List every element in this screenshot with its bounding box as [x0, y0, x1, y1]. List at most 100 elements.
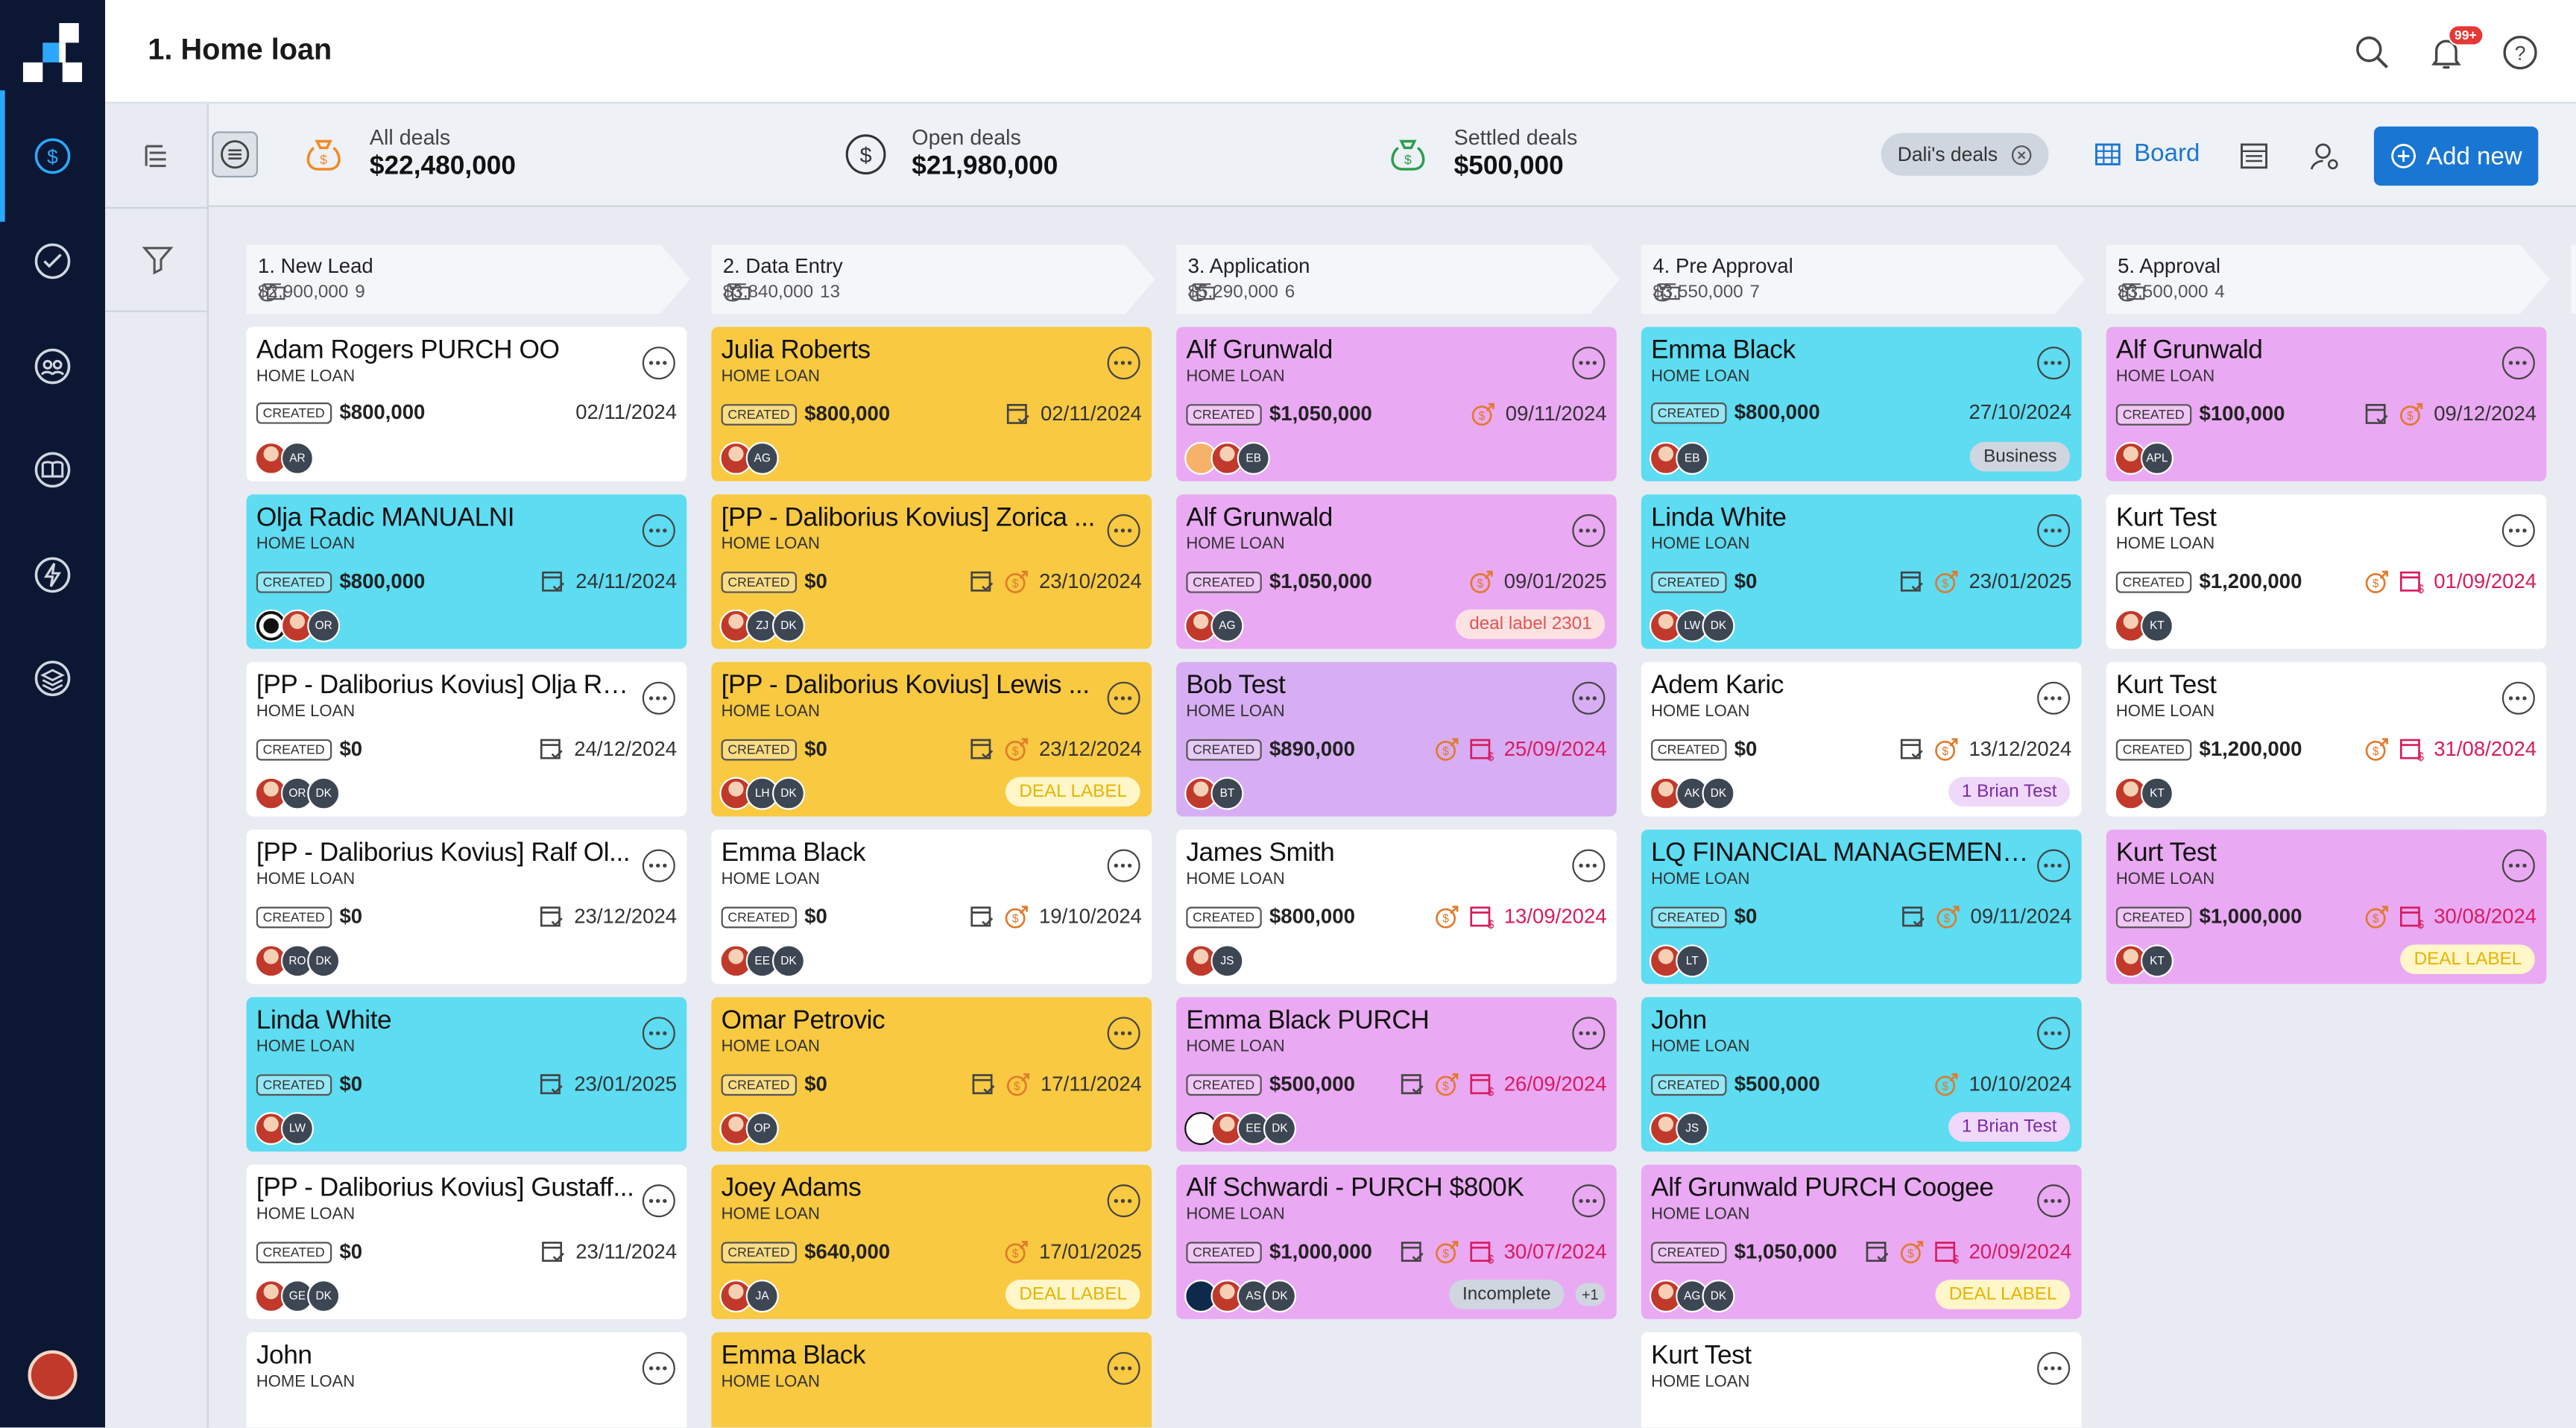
deal-card[interactable]: [PP - Daliborius Kovius] Zorica ... HOME … — [711, 494, 1152, 649]
deal-card[interactable]: Kurt Test HOME LOAN ••• — [1641, 1332, 2082, 1428]
app-logo[interactable] — [22, 22, 83, 83]
deal-card[interactable]: James Smith HOME LOAN ••• CREATED $800,000 $ $… — [1176, 830, 1617, 985]
deal-card[interactable]: Emma Black PURCH HOME LOAN ••• CREATED $500,… — [1176, 996, 1617, 1152]
deal-card[interactable]: Alf Grunwald HOME LOAN ••• CREATED $1,050,00… — [1176, 326, 1617, 481]
nav-automation-icon[interactable] — [33, 555, 72, 595]
deal-card[interactable]: Alf Schwardi - PURCH $800K HOME LOAN ••• CR… — [1176, 1164, 1617, 1319]
add-new-button[interactable]: Add new — [2373, 126, 2539, 186]
more-options-icon[interactable]: ••• — [642, 514, 675, 547]
deal-card[interactable]: Alf Grunwald HOME LOAN ••• CREATED $1,050,00… — [1176, 494, 1617, 649]
board-view-button[interactable]: Board — [2094, 139, 2200, 168]
more-options-icon[interactable]: ••• — [2501, 347, 2535, 380]
deal-card[interactable]: [PP - Daliborius Kovius] Ralf Ol... HOME … — [246, 830, 687, 985]
more-options-icon[interactable]: ••• — [1572, 849, 1606, 882]
status-tag: CREATED — [256, 1073, 332, 1096]
nav-layers-icon[interactable] — [33, 659, 72, 698]
deal-card[interactable]: Linda White HOME LOAN ••• CREATED $0 $23/01/2… — [1641, 494, 2082, 649]
deal-card[interactable]: [PP - Daliborius Kovius] Olja Ra... HOME … — [246, 662, 687, 817]
deal-date-group: $19/10/2024 — [970, 903, 1142, 929]
deal-date: 23/10/2024 — [1038, 569, 1142, 593]
deal-card[interactable]: Olja Radic MANUALNI HOME LOAN ••• CREATED $8… — [246, 494, 687, 649]
search-icon[interactable] — [2352, 33, 2392, 72]
settlement-date-icon: $ — [1936, 1242, 1960, 1265]
deal-card[interactable]: Alf Grunwald PURCH Coogee HOME LOAN ••• CRE… — [1641, 1164, 2082, 1319]
nav-tasks-icon[interactable] — [33, 241, 72, 281]
deal-card[interactable]: Adem Karic HOME LOAN ••• CREATED $0 $13/12/20… — [1641, 662, 2082, 817]
deal-card[interactable]: Linda White HOME LOAN ••• CREATED $0 23/01/20… — [246, 996, 687, 1152]
money-bag-icon — [259, 283, 277, 302]
user-avatar[interactable] — [28, 1350, 78, 1400]
deal-card[interactable]: John HOME LOAN ••• — [246, 1332, 687, 1428]
more-options-icon[interactable]: ••• — [642, 1184, 675, 1218]
deal-card[interactable]: Emma Black HOME LOAN ••• CREATED $800,000 27/… — [1641, 326, 2082, 481]
more-options-icon[interactable]: ••• — [1107, 681, 1140, 715]
more-options-icon[interactable]: ••• — [1572, 681, 1606, 715]
more-options-icon[interactable]: ••• — [642, 849, 675, 882]
user-settings-icon[interactable] — [2308, 139, 2341, 172]
more-options-icon[interactable]: ••• — [2037, 1184, 2071, 1218]
more-options-icon[interactable]: ••• — [1107, 1017, 1140, 1050]
more-options-icon[interactable]: ••• — [1107, 1184, 1140, 1218]
more-options-icon[interactable]: ••• — [2037, 1017, 2071, 1050]
deal-name: [PP - Daliborius Kovius] Zorica ... — [721, 504, 1096, 533]
deal-card[interactable]: Omar Petrovic HOME LOAN ••• CREATED $0 $17/11… — [711, 996, 1152, 1152]
svg-text:$: $ — [1489, 1254, 1495, 1265]
more-options-icon[interactable]: ••• — [1572, 347, 1606, 380]
deal-card[interactable]: Julia Roberts HOME LOAN ••• CREATED $800,000… — [711, 326, 1152, 481]
deal-card[interactable]: Kurt Test HOME LOAN ••• CREATED $1,200,000 $ $… — [2106, 662, 2547, 817]
more-options-icon[interactable]: ••• — [642, 1017, 675, 1050]
settlement-date-icon: $ — [1471, 1074, 1495, 1097]
nav-contacts-icon[interactable] — [33, 347, 72, 386]
more-options-icon[interactable]: ••• — [2501, 681, 2535, 715]
column-name: 4. Pre Approval — [1652, 254, 1793, 278]
more-options-icon[interactable]: ••• — [1572, 514, 1606, 547]
more-options-icon[interactable]: ••• — [1572, 1017, 1606, 1050]
deal-date: 30/07/2024 — [1503, 1240, 1607, 1263]
deal-type: HOME LOAN — [1651, 703, 1750, 721]
deal-card[interactable]: [PP - Daliborius Kovius] Gustaff... HOME … — [246, 1164, 687, 1319]
deal-card[interactable]: Joey Adams HOME LOAN ••• CREATED $640,000 $17… — [711, 1164, 1152, 1319]
deal-card[interactable]: John HOME LOAN ••• CREATED $500,000 $10/10/20… — [1641, 996, 2082, 1152]
more-options-icon[interactable]: ••• — [1107, 514, 1140, 547]
deal-date: 23/11/2024 — [575, 1240, 678, 1263]
nav-library-icon[interactable] — [33, 450, 72, 490]
table-view-icon[interactable] — [2239, 142, 2269, 171]
stat-settled-deals: $ Settled deals $500,000 — [1385, 125, 1577, 183]
deal-name: Alf Grunwald PURCH Coogee — [1651, 1174, 1994, 1203]
menu-toggle-button[interactable] — [212, 131, 259, 178]
more-options-icon[interactable]: ••• — [2037, 514, 2071, 547]
avatar-initials: OP — [745, 1112, 779, 1146]
deal-date-group: $ $30/07/2024 — [1401, 1239, 1607, 1265]
deal-card[interactable]: [PP - Daliborius Kovius] Lewis ... HOME L… — [711, 662, 1152, 817]
more-options-icon[interactable]: ••• — [1107, 849, 1140, 882]
deal-card[interactable]: Bob Test HOME LOAN ••• CREATED $890,000 $ $25/… — [1176, 662, 1617, 817]
more-options-icon[interactable]: ••• — [642, 347, 675, 380]
open-deals-label: Open deals — [912, 124, 1021, 150]
calendar-check-icon — [540, 739, 564, 759]
deal-card[interactable]: Adam Rogers PURCH OO HOME LOAN ••• CREATED $… — [246, 326, 687, 481]
more-options-icon[interactable]: ••• — [2037, 849, 2071, 882]
more-options-icon[interactable]: ••• — [2037, 347, 2071, 380]
filter-chip[interactable]: Dali's deals — [1881, 133, 2049, 176]
more-options-icon[interactable]: ••• — [1107, 1351, 1140, 1386]
deal-card[interactable]: Alf Grunwald HOME LOAN ••• CREATED $100,000 $… — [2106, 326, 2547, 481]
filter-icon[interactable] — [142, 243, 174, 276]
deal-card[interactable]: Kurt Test HOME LOAN ••• CREATED $1,200,000 $ $… — [2106, 494, 2547, 649]
deal-card[interactable]: LQ FINANCIAL MANAGEMENT... HOME LOAN ••• CR… — [1641, 830, 2082, 985]
more-options-icon[interactable]: ••• — [2037, 681, 2071, 715]
more-options-icon[interactable]: ••• — [642, 1351, 675, 1386]
deal-card[interactable]: Emma Black HOME LOAN ••• — [711, 1332, 1152, 1428]
more-options-icon[interactable]: ••• — [1572, 1184, 1606, 1218]
more-options-icon[interactable]: ••• — [2501, 849, 2535, 882]
more-options-icon[interactable]: ••• — [1107, 347, 1140, 380]
deal-card[interactable]: Kurt Test HOME LOAN ••• CREATED $1,000,000 $ $… — [2106, 830, 2547, 985]
more-options-icon[interactable]: ••• — [2037, 1351, 2071, 1386]
clear-filter-icon[interactable] — [2011, 144, 2033, 165]
deal-card[interactable]: Emma Black HOME LOAN ••• CREATED $0 $19/10/20… — [711, 830, 1152, 985]
deal-meta-row: CREATED $0 24/12/2024 — [256, 736, 677, 762]
help-icon[interactable]: ? — [2501, 33, 2540, 72]
list-view-icon[interactable] — [142, 139, 174, 172]
nav-deals-icon[interactable]: $ — [0, 90, 72, 222]
more-options-icon[interactable]: ••• — [2501, 514, 2535, 547]
more-options-icon[interactable]: ••• — [642, 681, 675, 715]
